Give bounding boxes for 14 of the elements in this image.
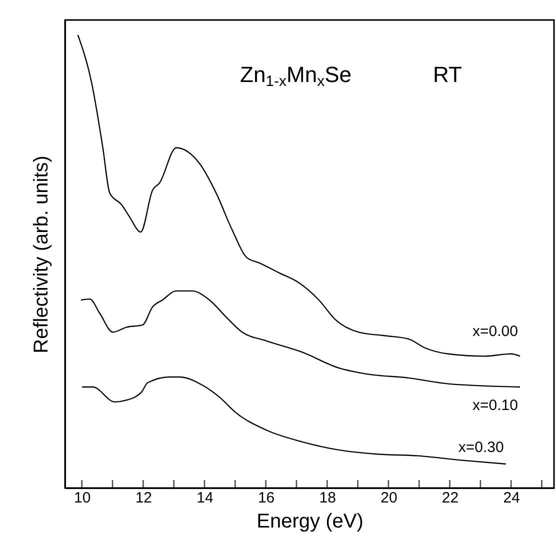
x-tick-label: 24 xyxy=(503,490,520,506)
x-axis-title: Energy (eV) xyxy=(256,510,364,532)
series-label: x=0.00 xyxy=(472,323,518,340)
x-tick-label: 16 xyxy=(258,490,275,506)
x-tick-label: 20 xyxy=(380,490,398,506)
y-axis-title: Reflectivity (arb. units) xyxy=(30,156,52,354)
series-label: x=0.10 xyxy=(472,396,518,414)
x-tick-label: 14 xyxy=(196,490,214,506)
x-tick-label: 12 xyxy=(135,490,152,506)
x-tick-label: 18 xyxy=(319,490,336,506)
x-tick-label: 10 xyxy=(74,490,91,506)
series-label: x=0.30 xyxy=(458,438,504,456)
x-tick-label: 22 xyxy=(442,490,459,506)
annotation: RT xyxy=(433,62,462,87)
